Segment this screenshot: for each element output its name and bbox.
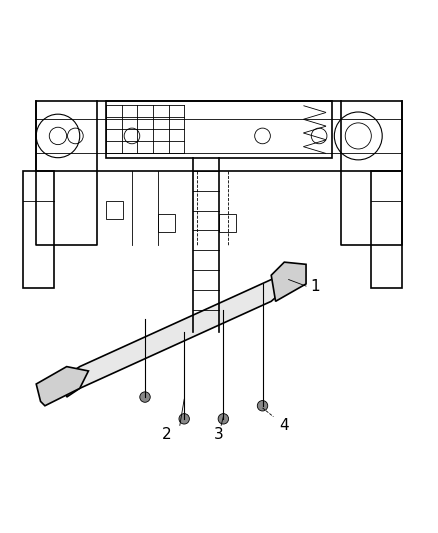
Circle shape — [257, 400, 268, 411]
Text: 2: 2 — [162, 426, 172, 441]
Text: 1: 1 — [310, 279, 320, 294]
Polygon shape — [67, 266, 289, 397]
Text: 4: 4 — [279, 418, 289, 433]
Circle shape — [140, 392, 150, 402]
Text: 3: 3 — [214, 426, 224, 441]
Circle shape — [179, 414, 189, 424]
Polygon shape — [271, 262, 306, 301]
Circle shape — [218, 414, 229, 424]
Polygon shape — [36, 367, 88, 406]
